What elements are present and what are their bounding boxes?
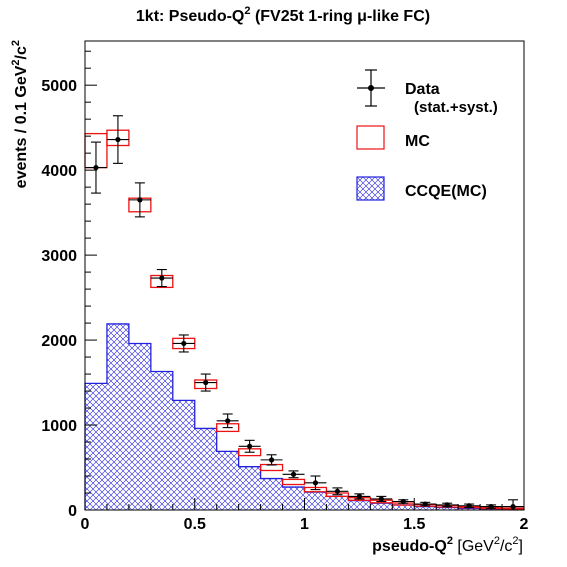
data-point [225, 418, 231, 424]
plot-area [84, 115, 525, 511]
y-tick-label: 2000 [41, 333, 77, 350]
data-point [510, 504, 516, 510]
x-tick-label: 1 [300, 516, 309, 533]
data-point [400, 498, 406, 505]
mc-box [281, 478, 306, 486]
axes: 0 0.5 1 1.5 2 0 1000 2000 3000 4000 5000 [41, 50, 529, 533]
x-axis-label: pseudo-Q2 [GeV2/c2] [372, 535, 523, 555]
data-point [488, 504, 494, 510]
data-point [422, 501, 428, 507]
chart-title: 1kt: Pseudo-Q2 (FV25t 1-ring μ-like FC) [136, 5, 430, 25]
data-point [356, 493, 362, 500]
y-tick-label: 1000 [41, 418, 77, 435]
y-tick-label: 5000 [41, 78, 77, 95]
y-tick-label: 4000 [41, 163, 77, 180]
x-tick-label: 1.5 [403, 516, 425, 533]
legend-data-label: Data [405, 81, 440, 98]
data-point [115, 136, 121, 143]
data-point [378, 496, 384, 502]
data-point [203, 379, 209, 386]
data-point [159, 275, 165, 281]
y-tick-label: 0 [68, 503, 77, 520]
x-tick-label: 2 [520, 516, 529, 533]
legend-data-sublabel: (stat.+syst.) [414, 99, 498, 116]
legend-mc-label: MC [405, 133, 430, 150]
x-tick-label: 0.5 [184, 516, 206, 533]
legend: Data (stat.+syst.) MC CCQE(MC) [356, 69, 498, 201]
data-point [93, 164, 99, 171]
legend-mc-marker [356, 125, 385, 150]
data-point [312, 480, 319, 486]
data-point [137, 197, 143, 203]
data-point [334, 488, 341, 494]
legend-ccqe-marker [356, 176, 385, 201]
data-point [247, 443, 253, 449]
data-point [268, 457, 275, 463]
data-point [444, 502, 450, 508]
x-tick-label: 0 [81, 516, 90, 533]
y-axis-label: events / 0.1 GeV2/c2 [10, 40, 30, 188]
legend-ccqe-label: CCQE(MC) [405, 183, 487, 200]
ccqe-hatch-fill [85, 323, 524, 510]
data-point [181, 340, 187, 347]
data-point [466, 503, 472, 509]
legend-data-marker [357, 69, 385, 107]
y-tick-label: 3000 [41, 248, 77, 265]
data-point [290, 471, 297, 477]
